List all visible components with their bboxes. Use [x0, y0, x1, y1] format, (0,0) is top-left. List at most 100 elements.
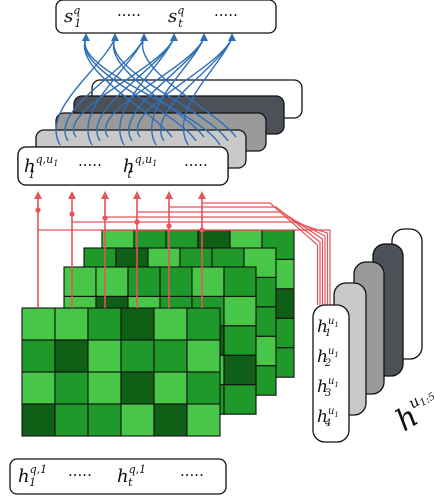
grid-cell [120, 307, 155, 341]
grid-cell [153, 307, 188, 341]
input-dots-1: ····· [68, 466, 92, 484]
grid-cell [186, 403, 221, 437]
blue-arrow [128, 37, 205, 142]
blue-arrow [96, 37, 175, 142]
grid-cell [63, 266, 97, 297]
input-ht: h [117, 466, 129, 487]
blue-arrow [84, 37, 221, 146]
query-dots-1: ····· [78, 156, 102, 174]
utterance-stack: hu1 1 hu1 2 hu1 3 hu1 4 [312, 228, 423, 443]
blue-arrow [55, 37, 116, 146]
query-h1: h [24, 156, 36, 177]
grid-cell [120, 403, 155, 437]
red-junction [102, 215, 108, 221]
input-box: hq,1 1 ····· hq,1 t ····· [9, 458, 227, 495]
grid-cell [186, 371, 221, 405]
red-feed-line [169, 206, 321, 305]
grid-cell [54, 371, 89, 405]
grid-cell [223, 354, 257, 386]
blue-arrows [55, 33, 237, 146]
grid-cell [87, 339, 122, 373]
blue-arrow [64, 37, 145, 142]
red-feed-line [38, 229, 331, 305]
grid-cell [223, 384, 257, 415]
blue-arrow [72, 37, 175, 138]
blue-arrow [113, 37, 229, 142]
red-connections [34, 191, 331, 308]
column-label-h4: hu1 4 [317, 406, 339, 429]
stack-label: hu1:5 [389, 384, 434, 439]
svg-text:hq,u11: hq,u1 1 [24, 153, 58, 181]
svg-text:hq,u1t: hq,u1 t [123, 153, 157, 181]
query-box-frame [17, 146, 229, 186]
grid-cell [153, 371, 188, 405]
output-dots-1: ····· [117, 6, 141, 24]
grid-cell [95, 266, 129, 297]
red-junction [166, 223, 172, 229]
blue-arrow [141, 37, 237, 138]
grid-cell [223, 325, 257, 356]
grid-cell [120, 371, 155, 405]
grid-cell [127, 266, 161, 297]
grid-cell [54, 307, 89, 341]
grid-cell [159, 266, 193, 297]
query-box: hq,u1 1 ····· hq,u1 t ····· [17, 146, 229, 186]
blue-arrow [160, 37, 233, 142]
grid-cell [54, 339, 89, 373]
grid-cell [87, 403, 122, 437]
grid-cell [21, 371, 56, 405]
grid-cell [153, 339, 188, 373]
output-s1: s [64, 6, 73, 27]
red-feed-line [202, 202, 319, 305]
column-label-h1: hu1 1 [317, 316, 339, 339]
blue-arrow [182, 37, 233, 146]
blue-arrowhead [82, 33, 90, 41]
svg-text:hq,1t: hq,1 t [117, 463, 146, 489]
grid-cell [54, 403, 89, 437]
red-feed-line [72, 221, 329, 305]
utterance-column-labels: hu1 1 hu1 2 hu1 3 hu1 4 [317, 316, 339, 429]
input-dots-2: ····· [180, 466, 204, 484]
output-box-frame [55, 0, 277, 34]
output-st: s [168, 6, 177, 27]
grid-cell [21, 339, 56, 373]
grid-cell [223, 266, 257, 297]
grid-cell [21, 403, 56, 437]
grid-cell [186, 339, 221, 373]
column-label-h2: hu1 2 [317, 346, 339, 369]
svg-text:sqt: sq t [168, 4, 184, 30]
grid-cell [191, 266, 225, 297]
green-grids [21, 229, 295, 437]
svg-text:hq,11: hq,1 1 [18, 463, 47, 489]
utterance-layer-1 [312, 304, 350, 443]
red-feed-line [105, 216, 326, 305]
grid-cell [120, 339, 155, 373]
grid-cell [21, 307, 56, 341]
input-h1: h [18, 466, 30, 487]
output-dots-2: ····· [214, 6, 238, 24]
output-box: sq 1 ····· sq t ····· [55, 0, 277, 34]
grid-cell [153, 403, 188, 437]
red-feed-line [137, 211, 324, 305]
grid-cell [87, 371, 122, 405]
blue-arrow [136, 37, 233, 138]
column-label-h3: hu1 3 [317, 376, 339, 399]
svg-text:sq1: sq 1 [64, 4, 81, 30]
red-junction [69, 211, 75, 217]
query-dots-2: ····· [184, 156, 208, 174]
blue-arrowhead [228, 33, 236, 41]
input-box-frame [9, 458, 227, 495]
blue-arrowhead [200, 33, 208, 41]
query-ht: h [123, 156, 135, 177]
grid-cell [223, 295, 257, 327]
grid-layer-front [21, 307, 221, 437]
blue-arrow [150, 37, 205, 146]
svg-text:hu1:5: hu1:5 [389, 384, 434, 439]
grid-cell [87, 307, 122, 341]
blue-arrow [119, 37, 175, 146]
blue-arrow [104, 37, 205, 138]
blue-arrowhead [111, 33, 119, 41]
blue-arrowhead [170, 33, 178, 41]
grid-cell [186, 307, 221, 341]
red-junction [35, 207, 41, 213]
